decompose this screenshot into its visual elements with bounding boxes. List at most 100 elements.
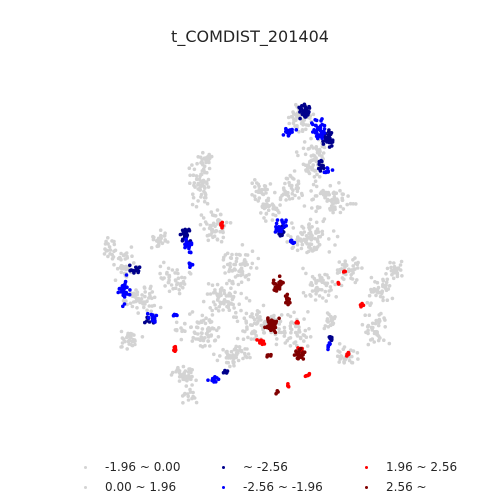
grey-district-point: [344, 263, 349, 268]
grey-district-point: [159, 276, 163, 280]
grey-district-point: [395, 271, 400, 275]
grey-district-point: [194, 400, 199, 405]
grey-district-point: [309, 189, 313, 193]
grey-district-point: [236, 358, 241, 363]
grey-district-point: [310, 206, 314, 210]
grey-district-point: [314, 209, 318, 214]
grey-district-point: [282, 325, 287, 330]
grey-district-point: [170, 268, 175, 272]
grey-district-point: [365, 300, 370, 305]
grey-district-point: [143, 302, 147, 306]
dark-blue-point: [327, 128, 331, 132]
grey-district-point: [166, 280, 171, 285]
grey-district-point: [150, 290, 155, 294]
grey-district-point: [255, 321, 260, 325]
grey-district-point: [285, 240, 290, 244]
grey-district-point: [198, 344, 203, 348]
grey-district-point: [274, 342, 279, 347]
grey-district-point: [366, 342, 371, 347]
grey-district-point: [287, 121, 292, 126]
grey-district-point: [304, 335, 309, 340]
grey-district-point: [222, 288, 226, 293]
grey-district-point: [342, 277, 346, 282]
grey-district-point: [337, 181, 341, 185]
grey-district-point: [201, 216, 206, 220]
grey-district-point: [299, 246, 304, 251]
grey-district-point: [219, 212, 223, 217]
grey-district-point: [389, 269, 394, 273]
grey-district-point: [128, 301, 133, 306]
grey-district-point: [120, 345, 124, 349]
grey-district-point: [294, 324, 298, 329]
point-map: [102, 102, 404, 405]
grey-district-point: [169, 373, 174, 377]
grey-district-point: [291, 226, 296, 230]
grey-district-point: [303, 152, 308, 157]
grey-district-point: [120, 336, 125, 340]
grey-district-point: [243, 253, 248, 257]
grey-district-point: [310, 165, 315, 170]
grey-district-point: [259, 318, 263, 322]
grey-district-point: [290, 246, 295, 250]
grey-district-point: [182, 276, 187, 280]
grey-district-point: [348, 201, 353, 206]
grey-district-point: [261, 303, 266, 308]
dark-red-point: [265, 355, 269, 359]
blue-point: [124, 291, 129, 295]
dark-blue-point: [321, 164, 326, 168]
grey-district-point: [221, 347, 225, 352]
grey-district-point: [314, 292, 318, 296]
grey-district-point: [307, 222, 312, 226]
grey-district-point: [334, 295, 339, 299]
grey-district-point: [297, 325, 301, 329]
grey-district-point: [200, 331, 204, 336]
grey-district-point: [326, 293, 331, 298]
blue-point: [316, 134, 321, 139]
blue-point: [327, 341, 332, 345]
grey-district-point: [119, 264, 124, 269]
grey-district-point: [307, 225, 311, 230]
grey-district-point: [262, 184, 267, 188]
grey-district-point: [175, 268, 179, 272]
grey-district-point: [112, 262, 116, 267]
dark-red-point: [297, 347, 302, 352]
grey-district-point: [307, 171, 312, 176]
blue-point: [312, 128, 316, 132]
grey-district-point: [306, 123, 311, 128]
legend-label: 1.96 ~ 2.56: [386, 460, 458, 474]
grey-district-point: [214, 306, 218, 311]
red-point: [336, 280, 341, 285]
grey-district-point: [190, 310, 195, 314]
grey-district-point: [152, 295, 157, 300]
map-title: t_COMDIST_201404: [171, 27, 329, 46]
grey-district-point: [243, 347, 247, 351]
grey-district-point: [184, 384, 189, 388]
grey-district-point: [218, 229, 222, 234]
grey-district-point: [399, 259, 404, 264]
grey-district-point: [315, 238, 320, 243]
grey-district-point: [355, 351, 360, 355]
grey-district-point: [104, 239, 108, 244]
grey-district-point: [332, 195, 337, 199]
grey-district-point: [321, 296, 325, 300]
grey-district-point: [257, 196, 262, 200]
grey-district-point: [339, 283, 344, 288]
grey-district-point: [331, 229, 336, 233]
grey-district-point: [273, 190, 277, 195]
grey-district-point: [200, 327, 205, 331]
grey-district-point: [328, 206, 332, 211]
grey-district-point: [290, 196, 295, 201]
grey-district-point: [303, 294, 308, 298]
grey-district-point: [132, 261, 136, 265]
grey-district-point: [219, 293, 223, 298]
blue-point: [187, 246, 191, 251]
grey-district-point: [191, 195, 196, 200]
grey-district-point: [246, 352, 251, 356]
grey-district-point: [162, 234, 167, 238]
grey-district-point: [301, 162, 306, 167]
grey-district-point: [213, 229, 217, 234]
grey-district-point: [323, 289, 328, 294]
grey-district-point: [178, 284, 183, 288]
dark-blue-point: [330, 144, 334, 148]
grey-district-point: [296, 153, 300, 158]
